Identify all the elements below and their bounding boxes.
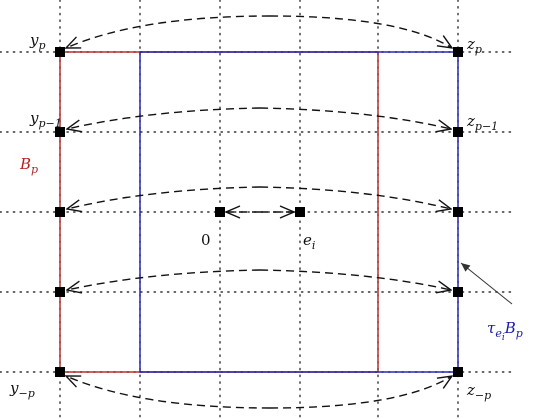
- node-z-right-middle: [453, 207, 463, 217]
- dotted-grid: [0, 0, 513, 419]
- arc-top: [66, 15, 271, 48]
- node-z-p-minus-1: [453, 127, 463, 137]
- label-y-p-minus-1: yp−1: [29, 109, 62, 130]
- arc-top: [269, 15, 452, 48]
- node-y-minus-p: [55, 367, 65, 377]
- label-y-minus-p: y−p: [9, 379, 35, 400]
- node-z-minus-p: [453, 367, 463, 377]
- node-y-p-minus-1: [55, 127, 65, 137]
- label-z-p-minus-1: zp−1: [466, 112, 498, 133]
- node-y-left-middle: [55, 207, 65, 217]
- arc-second: [67, 107, 261, 129]
- node-e-i: [295, 207, 305, 217]
- pointer-arrow: [460, 262, 513, 305]
- arc-fourth: [67, 269, 261, 290]
- label-b-p: Bp: [19, 155, 38, 176]
- label-origin: 0: [201, 231, 211, 249]
- node-z-p: [453, 47, 463, 57]
- lattice-points: [55, 47, 463, 377]
- arc-middle: [259, 186, 451, 209]
- arc-bottom: [269, 376, 452, 409]
- arc-middle: [67, 186, 261, 209]
- node-origin: [215, 207, 225, 217]
- swap-arrows: [66, 15, 452, 409]
- label-e-i: ei: [303, 231, 315, 252]
- label-y-p: yp: [29, 31, 46, 52]
- label-tau-e-i-b-p: τeiBp: [487, 319, 523, 343]
- arc-second: [259, 107, 451, 129]
- label-z-p: zp: [466, 35, 482, 56]
- label-z-minus-p: z−p: [466, 381, 491, 402]
- arc-fourth: [259, 269, 451, 290]
- arc-bottom: [66, 376, 271, 409]
- node-y-left-fourth: [55, 287, 65, 297]
- node-y-p: [55, 47, 65, 57]
- node-z-right-fourth: [453, 287, 463, 297]
